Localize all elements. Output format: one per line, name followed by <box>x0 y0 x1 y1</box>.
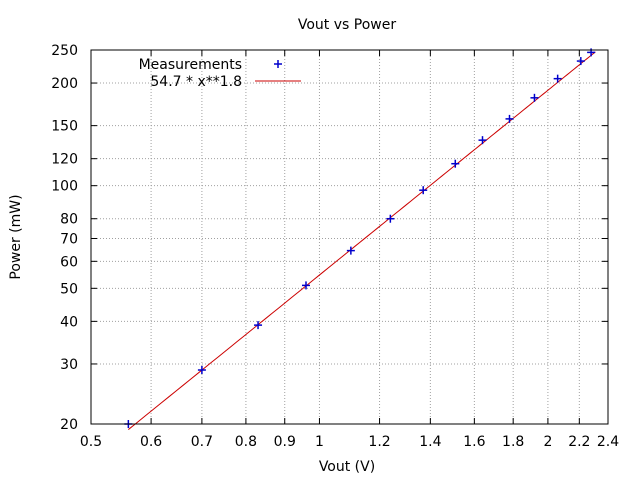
data-point <box>553 74 562 83</box>
legend-label-fit: 54.7 * x**1.8 <box>150 74 242 90</box>
x-tick-label: 0.7 <box>191 434 213 450</box>
data-point <box>478 136 487 145</box>
fit-layer <box>128 51 596 430</box>
data-point <box>576 57 585 66</box>
x-tick-label: 2.4 <box>597 434 619 450</box>
data-point <box>505 114 514 123</box>
chart-title: Vout vs Power <box>298 17 396 33</box>
y-tick-label: 100 <box>51 179 78 195</box>
data-point <box>346 246 355 255</box>
legend-label-measurements: Measurements <box>139 57 242 73</box>
legend-plus-marker <box>274 60 282 68</box>
y-tick-label: 200 <box>51 76 78 92</box>
x-tick-label: 0.9 <box>274 434 296 450</box>
y-tick-label: 60 <box>60 254 78 270</box>
point-layer <box>124 48 596 428</box>
y-tick-label: 50 <box>60 281 78 297</box>
data-point <box>451 159 460 168</box>
data-point <box>301 281 310 290</box>
x-tick-label: 2.2 <box>568 434 590 450</box>
x-tick-label: 1.6 <box>463 434 485 450</box>
y-tick-label: 120 <box>51 152 78 168</box>
y-tick-label: 30 <box>60 357 78 373</box>
legend: Measurements 54.7 * x**1.8 <box>139 57 301 90</box>
data-point <box>386 214 395 223</box>
grid <box>91 50 608 424</box>
y-tick-label: 80 <box>60 212 78 228</box>
x-tick-label: 0.6 <box>140 434 162 450</box>
data-point <box>419 186 428 195</box>
y-tick-label: 40 <box>60 314 78 330</box>
y-tick-label: 70 <box>60 231 78 247</box>
y-tick-label: 250 <box>51 43 78 59</box>
x-tick-label: 0.8 <box>235 434 257 450</box>
plot-frame <box>90 49 609 425</box>
y-tick-label: 20 <box>60 417 78 433</box>
y-tick-label: 150 <box>51 119 78 135</box>
x-tick-label: 0.5 <box>80 434 102 450</box>
legend-marker-measurements <box>274 60 282 68</box>
x-tick-label: 1.2 <box>368 434 390 450</box>
x-tick-label: 2 <box>543 434 552 450</box>
fit-line <box>128 51 596 430</box>
data-point <box>254 321 263 330</box>
x-axis-label: Vout (V) <box>319 459 375 475</box>
x-tick-label: 1.4 <box>419 434 441 450</box>
x-axis: 0.5 0.6 0.7 0.8 0.9 1 1.2 1.4 1.6 1.8 2 2.2 2.4 <box>80 50 619 450</box>
data-point <box>197 366 206 375</box>
y-axis: 20 30 40 50 60 70 80 100 120 150 200 250 <box>51 43 608 433</box>
x-tick-label: 1 <box>315 434 324 450</box>
data-point <box>530 93 539 102</box>
x-tick-label: 1.8 <box>502 434 524 450</box>
y-axis-label: Power (mW) <box>8 194 24 279</box>
